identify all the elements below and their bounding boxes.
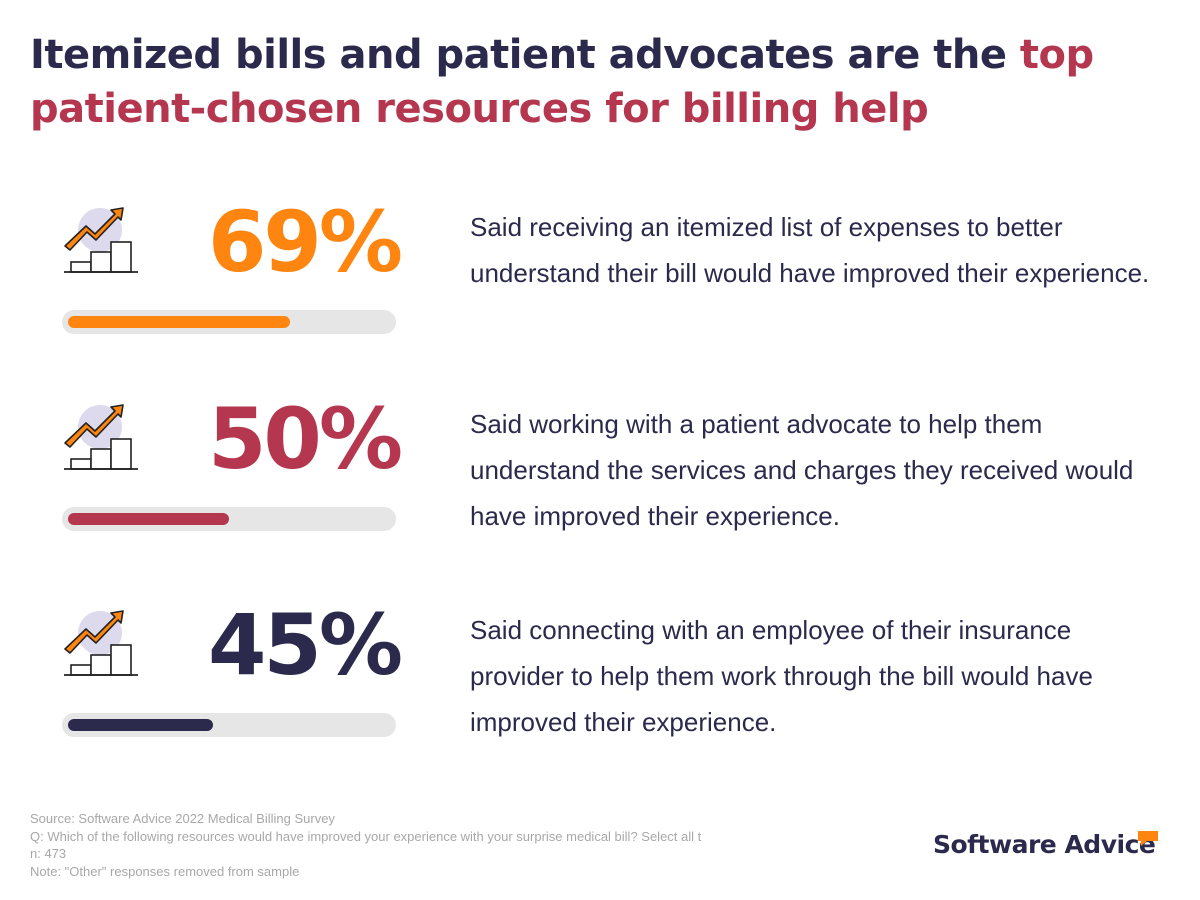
source-note: Source: Software Advice 2022 Medical Bil… xyxy=(30,811,335,826)
page-title: Itemized bills and patient advocates are… xyxy=(30,28,1180,136)
progress-fill xyxy=(68,719,213,731)
title-main: Itemized bills and patient advocates are… xyxy=(30,32,1020,78)
stat-percentage: 45% xyxy=(207,596,403,694)
speech-bubble-icon xyxy=(1138,831,1158,846)
footer-notes: Source: Software Advice 2022 Medical Bil… xyxy=(30,810,760,880)
progress-fill xyxy=(68,513,229,525)
stat-row: 50% Said working with a patient advocate… xyxy=(0,390,1200,577)
progress-fill xyxy=(68,316,291,328)
stat-percentage: 69% xyxy=(207,193,403,291)
stat-percentage: 50% xyxy=(207,390,403,488)
software-advice-logo: Software Advice xyxy=(933,830,1156,859)
growth-chart-icon xyxy=(62,603,140,679)
question-note: Q: Which of the following resources woul… xyxy=(30,828,702,844)
other-note: Note: "Other" responses removed from sam… xyxy=(30,863,300,879)
progress-bar xyxy=(62,507,396,531)
title-highlight: top patient-chosen resources for billing… xyxy=(30,32,1094,132)
stat-row: 69% Said receiving an itemized list of e… xyxy=(0,193,1200,380)
growth-chart-icon xyxy=(62,200,140,276)
sample-size-note: n: 473 xyxy=(30,846,67,861)
growth-chart-icon xyxy=(62,397,140,473)
stat-description: Said connecting with an employee of thei… xyxy=(470,615,1093,737)
progress-bar xyxy=(62,713,396,737)
stat-description: Said working with a patient advocate to … xyxy=(470,409,1134,531)
progress-bar xyxy=(62,310,396,334)
stat-row: 45% Said connecting with an employee of … xyxy=(0,596,1200,783)
stat-description: Said receiving an itemized list of expen… xyxy=(470,212,1150,288)
